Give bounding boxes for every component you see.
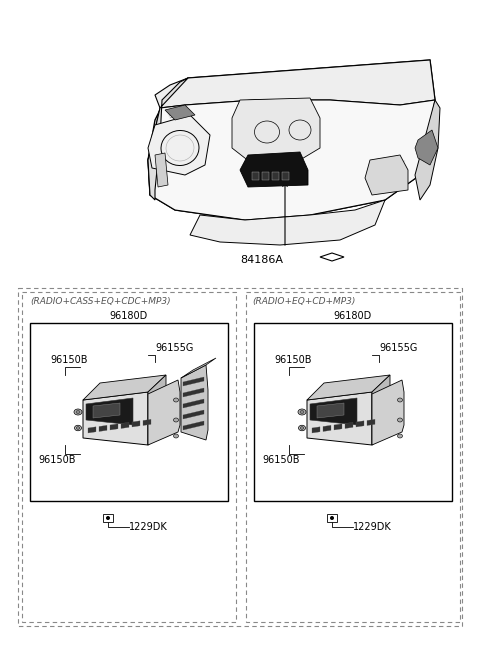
Bar	[18, 288, 462, 626]
Polygon shape	[183, 377, 204, 386]
Polygon shape	[356, 421, 364, 427]
Circle shape	[106, 516, 110, 520]
Polygon shape	[148, 60, 435, 220]
Text: 96180D: 96180D	[110, 311, 148, 321]
Polygon shape	[232, 98, 320, 162]
Polygon shape	[320, 253, 344, 261]
Text: 96155G: 96155G	[379, 343, 418, 353]
Polygon shape	[240, 152, 308, 187]
Polygon shape	[415, 100, 440, 200]
Polygon shape	[93, 403, 120, 418]
Polygon shape	[99, 425, 107, 432]
Polygon shape	[181, 365, 208, 440]
Text: 1229DK: 1229DK	[353, 522, 392, 532]
Polygon shape	[310, 398, 357, 425]
Text: 96150B: 96150B	[262, 455, 300, 465]
Text: 96150B: 96150B	[50, 355, 87, 365]
Polygon shape	[148, 115, 210, 175]
Bar	[246, 292, 460, 622]
Polygon shape	[165, 105, 195, 120]
Text: 96150B: 96150B	[38, 455, 75, 465]
Polygon shape	[86, 398, 133, 425]
Polygon shape	[372, 375, 390, 445]
Bar	[22, 292, 236, 622]
Polygon shape	[372, 380, 404, 445]
Polygon shape	[83, 392, 148, 445]
Ellipse shape	[300, 426, 304, 430]
Polygon shape	[155, 153, 168, 187]
Polygon shape	[88, 427, 96, 433]
Bar	[252, 172, 259, 180]
Bar	[272, 172, 279, 180]
Polygon shape	[83, 375, 166, 400]
Text: 96180D: 96180D	[334, 311, 372, 321]
Polygon shape	[121, 422, 129, 428]
Ellipse shape	[397, 434, 403, 438]
Ellipse shape	[76, 411, 80, 413]
Bar	[103, 514, 113, 522]
Polygon shape	[148, 375, 166, 445]
Ellipse shape	[76, 426, 80, 430]
Polygon shape	[312, 427, 320, 433]
Polygon shape	[183, 410, 204, 419]
Text: (RADIO+EQ+CD+MP3): (RADIO+EQ+CD+MP3)	[252, 297, 355, 306]
Text: (RADIO+CASS+EQ+CDC+MP3): (RADIO+CASS+EQ+CDC+MP3)	[30, 297, 170, 306]
Polygon shape	[143, 419, 151, 426]
Polygon shape	[317, 403, 344, 418]
Polygon shape	[181, 358, 216, 378]
Bar	[262, 172, 269, 180]
Ellipse shape	[397, 398, 403, 402]
Bar	[282, 172, 289, 180]
Polygon shape	[183, 388, 204, 397]
Polygon shape	[345, 422, 353, 428]
Polygon shape	[155, 60, 435, 108]
Polygon shape	[367, 419, 375, 426]
Text: 96150B: 96150B	[274, 355, 312, 365]
Text: 1229DK: 1229DK	[129, 522, 168, 532]
Bar	[30, 323, 228, 501]
Bar	[254, 323, 452, 501]
Text: 84186A: 84186A	[240, 255, 283, 265]
Polygon shape	[110, 424, 118, 430]
Ellipse shape	[299, 425, 305, 431]
Polygon shape	[132, 421, 140, 427]
Polygon shape	[148, 78, 188, 200]
Polygon shape	[183, 399, 204, 408]
Ellipse shape	[74, 425, 82, 431]
Polygon shape	[307, 392, 372, 445]
Polygon shape	[323, 425, 331, 432]
Circle shape	[330, 516, 334, 520]
Polygon shape	[190, 200, 385, 245]
Polygon shape	[334, 424, 342, 430]
Polygon shape	[307, 375, 390, 400]
Ellipse shape	[173, 418, 179, 422]
Polygon shape	[365, 155, 408, 195]
Ellipse shape	[298, 409, 306, 415]
Polygon shape	[148, 100, 435, 220]
Text: 96155G: 96155G	[155, 343, 193, 353]
Ellipse shape	[397, 418, 403, 422]
Polygon shape	[415, 130, 438, 165]
Polygon shape	[183, 421, 204, 430]
Ellipse shape	[74, 409, 82, 415]
Ellipse shape	[173, 398, 179, 402]
Ellipse shape	[300, 411, 304, 413]
Bar	[327, 514, 337, 522]
Polygon shape	[148, 380, 180, 445]
Ellipse shape	[173, 434, 179, 438]
